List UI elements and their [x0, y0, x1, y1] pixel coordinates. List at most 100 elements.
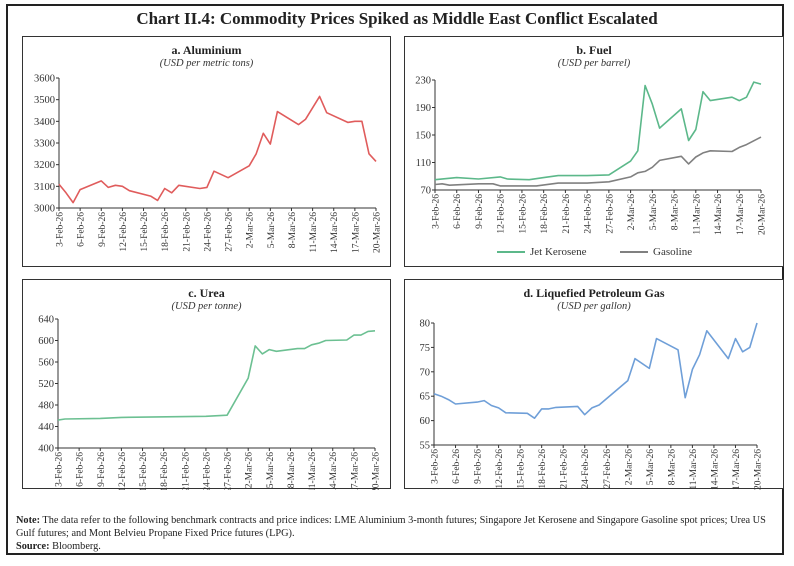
x-tick-label: 18-Feb-26 — [160, 452, 170, 490]
legend-label: Gasoline — [653, 246, 693, 258]
y-tick-label: 70 — [420, 367, 431, 378]
y-tick-label: 75 — [420, 343, 431, 354]
panel-aluminium: 3000 3100 3200 3300 3400 3500 3600 3-Feb-26 6-Fe… — [22, 36, 391, 267]
x-tick-label: 3-Feb-26 — [432, 194, 442, 229]
panel-urea: 400 440 480 520 560 600 640 3-Feb-26 6-Feb-26 9-F… — [22, 279, 391, 491]
y-tick-label: 3100 — [34, 182, 55, 193]
panel-subtitle: (USD per barrel) — [557, 58, 631, 69]
panel-lpg: 55 60 65 70 75 80 3-Feb-26 6-Feb-26 9-Feb-26 12-F… — [404, 279, 784, 490]
y-tick-label: 3000 — [34, 204, 55, 215]
legend-item-jet-kerosene: Jet Kerosene — [497, 246, 587, 258]
x-tick-label: 8-Mar-26 — [667, 449, 677, 485]
x-tick-label: 20-Mar-26 — [373, 212, 383, 253]
y-tick-label: 600 — [38, 336, 54, 347]
y-tick-label: 55 — [420, 441, 431, 452]
y-tick-label: 3400 — [34, 117, 55, 128]
x-tick-label: 6-Feb-26 — [77, 212, 87, 247]
x-tick-label: 5-Mar-26 — [266, 452, 276, 488]
panel-title: b. Fuel — [576, 43, 612, 57]
x-tick-label: 20-Mar-26 — [372, 452, 382, 490]
x-tick-label: 5-Mar-26 — [646, 449, 656, 485]
x-tick-label: 2-Mar-26 — [624, 449, 634, 485]
x-tick-label: 12-Feb-26 — [495, 449, 505, 489]
x-tick-label: 17-Mar-26 — [351, 212, 361, 253]
x-tick-label: 3-Feb-26 — [431, 449, 441, 484]
series-line-urea — [57, 330, 376, 421]
y-tick-label: 3600 — [34, 74, 55, 85]
legend-swatch — [620, 251, 648, 253]
x-tick-label: 15-Feb-26 — [517, 449, 527, 489]
y-tick-label: 640 — [38, 315, 54, 326]
x-tick-label: 2-Mar-26 — [246, 212, 256, 248]
x-tick-label: 5-Mar-26 — [649, 194, 659, 230]
x-tick-label: 11-Mar-26 — [309, 212, 319, 253]
x-tick-label: 9-Feb-26 — [474, 449, 484, 484]
x-tick-label: 6-Feb-26 — [76, 452, 86, 487]
panel-subtitle: (USD per gallon) — [557, 301, 631, 312]
x-tick-label: 14-Mar-26 — [710, 449, 720, 490]
chart-svg: 55 60 65 70 75 80 3-Feb-26 6-Feb-26 9-Feb-26 12-F… — [420, 319, 764, 490]
source-label: Source: — [16, 541, 50, 552]
series-line-jet-kerosene — [434, 81, 762, 181]
x-tick-label: 18-Feb-26 — [540, 194, 550, 234]
chart-svg: 70 110 150 190 230 3-Feb-26 6-Feb-26 9-Feb-26 12… — [415, 76, 767, 235]
x-tick-label: 24-Feb-26 — [584, 194, 594, 234]
x-tick-label: 11-Mar-26 — [692, 194, 702, 235]
y-tick-label: 3300 — [34, 139, 55, 150]
x-tick-label: 24-Feb-26 — [581, 449, 591, 489]
series-line-lpg — [433, 322, 758, 419]
y-tick-label: 3200 — [34, 160, 55, 171]
panel-title: c. Urea — [188, 286, 225, 300]
note-text: The data refer to the following benchmar… — [16, 515, 766, 539]
series-line-gasoline — [434, 136, 762, 187]
y-tick-label: 480 — [38, 401, 54, 412]
y-tick-label: 80 — [420, 319, 431, 330]
x-tick-label: 14-Mar-26 — [329, 452, 339, 490]
x-tick-label: 15-Feb-26 — [139, 452, 149, 490]
panel-title: a. Aluminium — [171, 43, 242, 57]
x-tick-label: 9-Feb-26 — [475, 194, 485, 229]
x-tick-label: 5-Mar-26 — [267, 212, 277, 248]
x-tick-label: 27-Feb-26 — [224, 452, 234, 490]
panel-fuel: 70 110 150 190 230 3-Feb-26 6-Feb-26 9-Feb-26 12… — [404, 36, 784, 267]
chart-svg: 400 440 480 520 560 600 640 3-Feb-26 6-Feb-26 9-F… — [38, 315, 382, 491]
chart-svg: 3000 3100 3200 3300 3400 3500 3600 3-Feb-26 6-Fe… — [34, 74, 383, 253]
series-line-aluminium — [58, 95, 377, 204]
source-line: Source: Bloomberg. — [16, 540, 781, 553]
y-tick-label: 3500 — [34, 95, 55, 106]
x-tick-label: 15-Feb-26 — [140, 212, 150, 252]
x-tick-label: 9-Feb-26 — [97, 452, 107, 487]
panel-title: d. Liquefied Petroleum Gas — [523, 286, 665, 300]
source-text: Bloomberg. — [49, 541, 101, 552]
x-tick-label: 27-Feb-26 — [603, 449, 613, 489]
x-tick-label: 12-Feb-26 — [497, 194, 507, 234]
x-tick-label: 3-Feb-26 — [56, 212, 66, 247]
y-tick-label: 560 — [38, 358, 54, 369]
panel-subtitle: (USD per tonne) — [171, 301, 242, 312]
legend-swatch — [497, 251, 525, 253]
x-tick-label: 12-Feb-26 — [118, 452, 128, 490]
x-tick-label: 8-Mar-26 — [671, 194, 681, 230]
y-tick-label: 150 — [415, 131, 431, 142]
x-tick-label: 11-Mar-26 — [308, 452, 318, 490]
x-tick-label: 20-Mar-26 — [754, 449, 764, 490]
x-tick-label: 6-Feb-26 — [452, 449, 462, 484]
y-tick-label: 440 — [38, 422, 54, 433]
y-tick-label: 65 — [420, 392, 431, 403]
note-label: Note: — [16, 515, 41, 526]
panel-subtitle: (USD per metric tons) — [159, 58, 254, 69]
x-tick-label: 8-Mar-26 — [288, 212, 298, 248]
y-tick-label: 110 — [416, 158, 431, 169]
y-tick-label: 520 — [38, 379, 54, 390]
figure-title: Chart II.4: Commodity Prices Spiked as M… — [136, 9, 658, 28]
x-tick-label: 21-Feb-26 — [181, 452, 191, 490]
x-tick-label: 17-Mar-26 — [736, 194, 746, 235]
x-tick-label: 8-Mar-26 — [287, 452, 297, 488]
x-tick-label: 17-Mar-26 — [350, 452, 360, 490]
x-tick-label: 21-Feb-26 — [182, 212, 192, 252]
x-tick-label: 24-Feb-26 — [202, 452, 212, 490]
x-tick-label: 27-Feb-26 — [605, 194, 615, 234]
x-tick-label: 21-Feb-26 — [560, 449, 570, 489]
x-tick-label: 14-Mar-26 — [714, 194, 724, 235]
x-tick-label: 2-Mar-26 — [627, 194, 637, 230]
